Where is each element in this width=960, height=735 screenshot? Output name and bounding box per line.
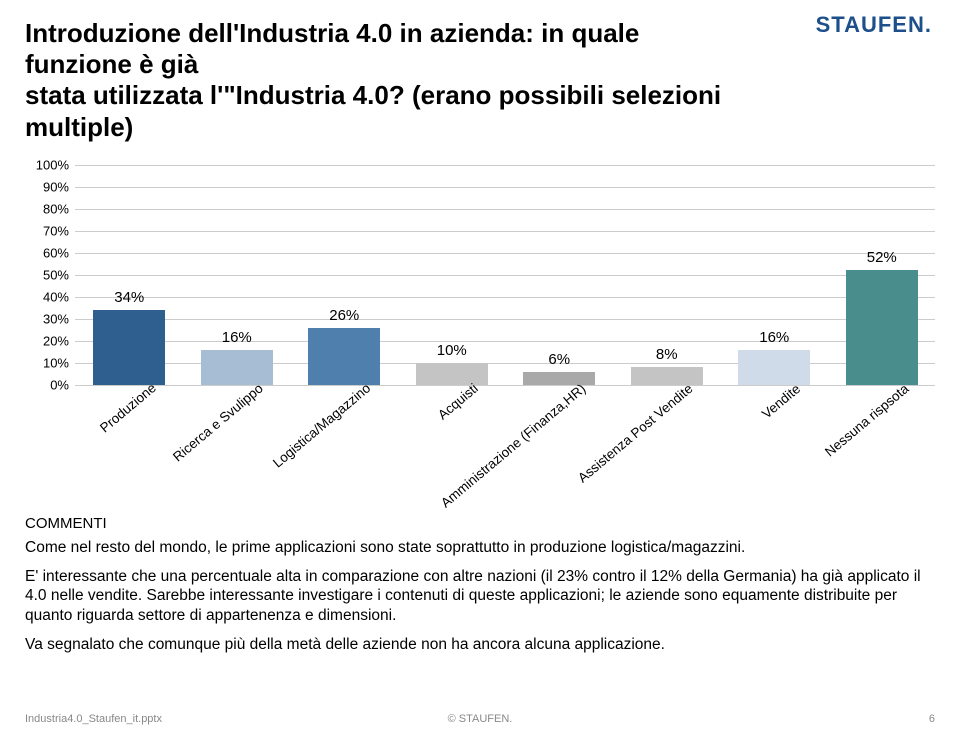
bar [631, 367, 703, 385]
bar [93, 310, 165, 385]
y-tick-label: 0% [27, 377, 69, 392]
page-title: Introduzione dell'Industria 4.0 in azien… [25, 18, 745, 143]
grid-line [75, 385, 935, 386]
bar-value-label: 6% [548, 351, 570, 368]
x-tick-label: Logistica/Magazzino [270, 381, 373, 471]
brand-logo: STAUFEN. [816, 12, 932, 38]
x-tick-label: Nessuna rispsota [822, 381, 912, 460]
bar-value-label: 34% [114, 289, 144, 306]
bar-value-label: 10% [437, 342, 467, 359]
y-tick-label: 70% [27, 223, 69, 238]
y-tick-label: 40% [27, 289, 69, 304]
footer-mid: © STAUFEN. [448, 713, 513, 725]
comment-paragraph: Come nel resto del mondo, le prime appli… [25, 538, 935, 558]
footer-right: 6 [929, 713, 935, 725]
logo-dot: . [925, 12, 932, 37]
bar [308, 328, 380, 385]
y-tick-label: 80% [27, 201, 69, 216]
x-tick-label: Acquisti [435, 381, 481, 423]
bar [738, 350, 810, 385]
footer: Industria4.0_Staufen_it.pptx © STAUFEN. … [25, 713, 935, 725]
comment-paragraph: E' interessante che una percentuale alta… [25, 567, 935, 626]
x-tick-label: Assistenza Post Vendite [575, 381, 696, 486]
comments-heading: COMMENTI [25, 515, 935, 532]
footer-left: Industria4.0_Staufen_it.pptx [25, 713, 162, 725]
bar-value-label: 16% [222, 329, 252, 346]
y-tick-label: 60% [27, 245, 69, 260]
bar-value-label: 16% [759, 329, 789, 346]
y-tick-label: 20% [27, 333, 69, 348]
bar-chart: 0%10%20%30%40%50%60%70%80%90%100%34%16%2… [25, 165, 935, 455]
y-tick-label: 30% [27, 311, 69, 326]
comments-block: Come nel resto del mondo, le prime appli… [25, 538, 935, 655]
bar [846, 270, 918, 384]
bar-value-label: 8% [656, 346, 678, 363]
x-tick-label: Produzione [97, 381, 159, 436]
y-tick-label: 10% [27, 355, 69, 370]
bar [523, 372, 595, 385]
y-tick-label: 50% [27, 267, 69, 282]
title-line-1: Introduzione dell'Industria 4.0 in azien… [25, 18, 639, 79]
comment-paragraph: Va segnalato che comunque più della metà… [25, 635, 935, 655]
x-tick-label: Vendite [759, 381, 803, 421]
logo-text: STAUFEN [816, 12, 925, 37]
bar [416, 363, 488, 385]
bar-value-label: 52% [867, 249, 897, 266]
bar [201, 350, 273, 385]
bar-value-label: 26% [329, 307, 359, 324]
y-tick-label: 100% [27, 157, 69, 172]
title-line-2a: stata utilizzata l'"Industria 4.0? [25, 80, 405, 110]
y-tick-label: 90% [27, 179, 69, 194]
x-tick-label: Ricerca e Svulippo [170, 381, 266, 465]
